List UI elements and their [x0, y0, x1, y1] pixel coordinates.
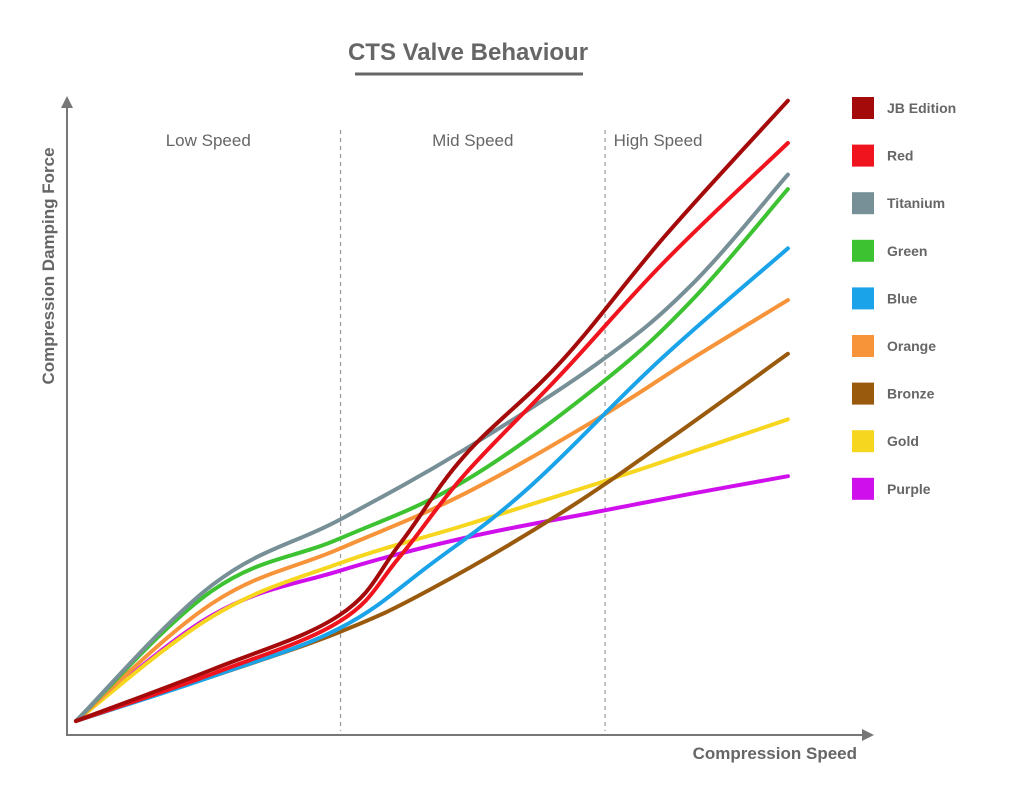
speed-regions: Low Speed Mid Speed High Speed	[166, 130, 703, 731]
legend-label-bronze: Bronze	[887, 386, 935, 402]
series-line-orange	[74, 298, 790, 723]
region-label-high-speed: High Speed	[614, 131, 703, 150]
legend-swatch-gold	[852, 430, 874, 453]
legend-label-purple: Purple	[887, 481, 931, 497]
chart-title: CTS Valve Behaviour	[348, 39, 588, 66]
legend: JB Edition Red Titanium Green Blue Orange Bron…	[852, 97, 956, 500]
legend-swatch-titanium	[852, 192, 874, 215]
legend-label-jb-edition: JB Edition	[887, 100, 956, 116]
series-line-titanium	[74, 172, 790, 723]
series-line-gold	[74, 417, 790, 723]
x-axis-label: Compression Speed	[693, 744, 857, 763]
series-line-bronze	[74, 351, 790, 723]
legend-swatch-purple	[852, 477, 874, 500]
legend-label-green: Green	[887, 243, 927, 259]
legend-swatch-red	[852, 144, 874, 167]
y-axis-arrow	[61, 96, 73, 108]
legend-label-red: Red	[887, 148, 913, 164]
legend-label-gold: Gold	[887, 433, 919, 449]
legend-swatch-jb-edition	[852, 97, 874, 119]
legend-swatch-blue	[852, 287, 874, 310]
region-label-low-speed: Low Speed	[166, 131, 251, 150]
y-axis-label: Compression Damping Force	[39, 147, 58, 384]
legend-label-blue: Blue	[887, 290, 918, 306]
series-line-jb-edition	[74, 98, 790, 723]
legend-swatch-bronze	[852, 382, 874, 405]
x-axis-arrow	[862, 729, 874, 741]
region-label-mid-speed: Mid Speed	[432, 131, 513, 150]
legend-swatch-green	[852, 239, 874, 262]
series-line-red	[74, 141, 790, 723]
legend-swatch-orange	[852, 335, 874, 357]
series-line-green	[74, 187, 790, 723]
legend-label-titanium: Titanium	[887, 195, 945, 211]
legend-label-orange: Orange	[887, 338, 936, 354]
series-lines	[74, 98, 790, 723]
series-line-blue	[74, 246, 790, 723]
